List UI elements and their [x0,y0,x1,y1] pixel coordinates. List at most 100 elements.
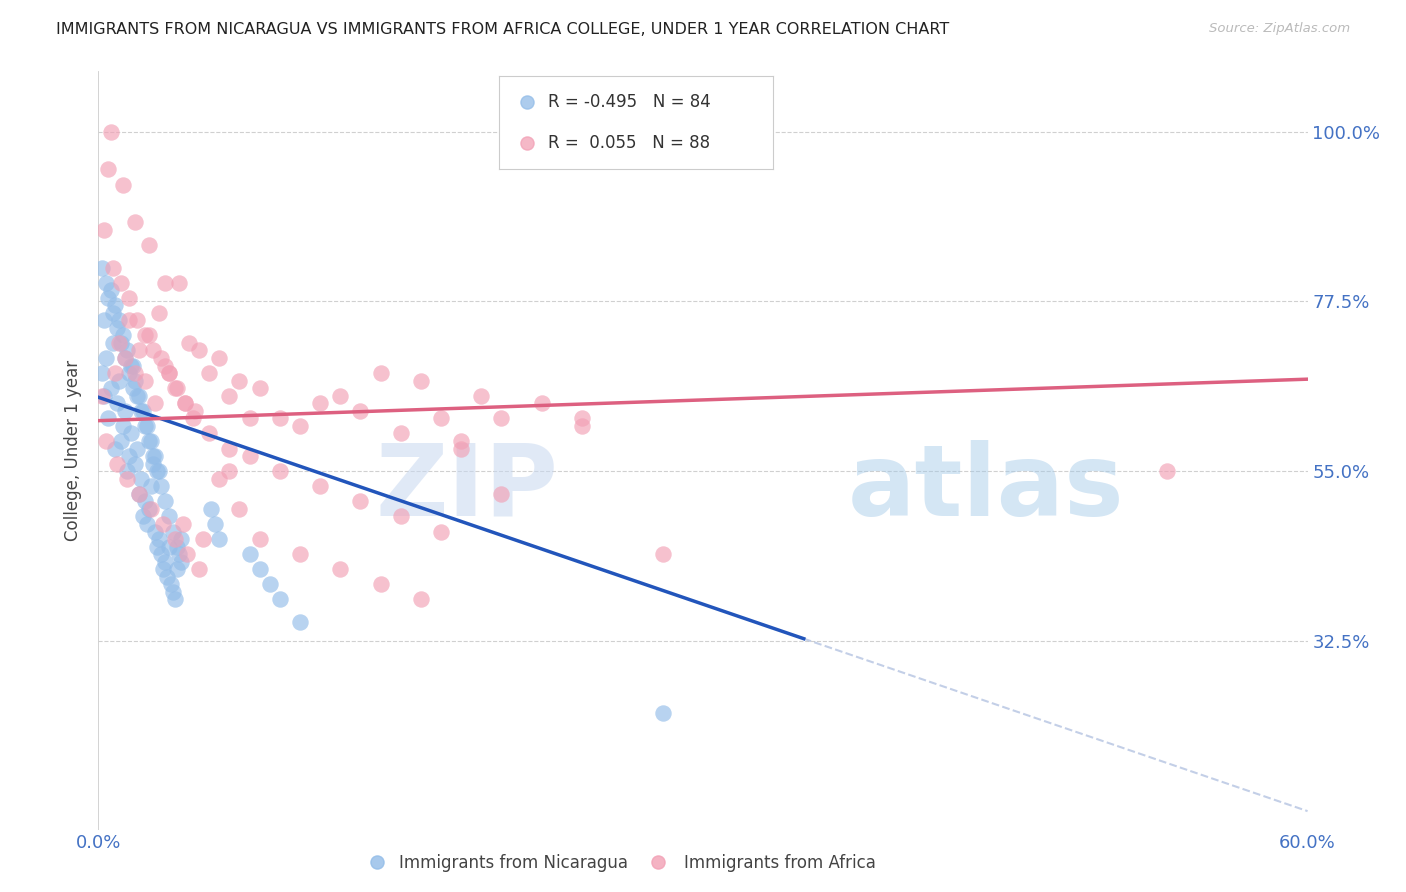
Point [179,335,201,350]
Text: atlas: atlas [848,440,1125,537]
Point [101,306,124,320]
Point [97,411,120,425]
Point [239,411,262,425]
Point [166,381,188,395]
Point [103,442,125,456]
Point [120,359,142,373]
Point [138,434,160,448]
Point [121,359,143,373]
Point [160,577,183,591]
Point [124,374,146,388]
Point [571,411,593,425]
Point [135,516,157,531]
Point [96,276,118,290]
Point [157,540,180,554]
Point [288,615,311,629]
Point [249,562,271,576]
Point [115,464,138,478]
Point [218,442,240,456]
Point [389,426,412,441]
Point [105,396,128,410]
Point [366,855,388,869]
Point [530,396,553,410]
Point [148,532,170,546]
Point [163,381,186,395]
Point [349,494,371,508]
Point [120,426,142,441]
Point [269,464,291,478]
Point [167,276,190,290]
Point [111,419,134,434]
Point [239,547,262,561]
Point [218,464,240,478]
Point [97,291,120,305]
Point [96,351,118,365]
Point [115,472,138,486]
Point [430,411,453,425]
Point [142,457,165,471]
Point [162,585,184,599]
Point [114,351,136,365]
Point [128,343,150,358]
Point [157,366,180,380]
Point [124,215,146,229]
Text: IMMIGRANTS FROM NICARAGUA VS IMMIGRANTS FROM AFRICA COLLEGE, UNDER 1 YEAR CORREL: IMMIGRANTS FROM NICARAGUA VS IMMIGRANTS … [56,22,949,37]
Point [135,419,157,434]
Point [111,178,134,192]
Point [647,855,669,869]
Point [100,381,122,395]
Point [114,351,136,365]
Point [93,313,115,327]
Point [309,396,332,410]
Point [200,502,222,516]
Point [134,494,156,508]
Point [329,562,352,576]
Text: R = -0.495   N = 84: R = -0.495 N = 84 [548,93,711,111]
Text: Source: ZipAtlas.com: Source: ZipAtlas.com [1209,22,1350,36]
Point [153,555,176,569]
Point [124,366,146,380]
Point [249,532,271,546]
Point [110,276,132,290]
Point [138,502,160,516]
Point [134,328,156,343]
Point [100,125,122,139]
Point [329,389,352,403]
Point [288,547,311,561]
Point [409,374,432,388]
Point [516,95,538,109]
Point [491,487,513,501]
Point [148,464,170,478]
Point [91,260,114,275]
Point [450,442,472,456]
Point [125,313,148,327]
Point [146,464,169,478]
Point [97,162,120,177]
Text: R =  0.055   N = 88: R = 0.055 N = 88 [548,135,710,153]
Y-axis label: College, Under 1 year: College, Under 1 year [65,359,83,541]
Point [143,396,166,410]
Point [166,562,188,576]
Point [124,457,146,471]
Point [156,570,179,584]
Point [93,389,115,403]
Point [148,306,170,320]
Point [389,509,412,524]
Point [139,434,162,448]
Point [125,389,148,403]
Point [139,502,162,516]
Point [491,411,513,425]
Point [470,389,492,403]
Point [146,540,169,554]
Point [152,562,174,576]
Point [208,472,231,486]
Point [370,577,392,591]
Point [370,366,392,380]
Point [103,366,125,380]
Text: Immigrants from Africa: Immigrants from Africa [685,855,876,872]
Point [142,343,165,358]
Point [430,524,453,539]
Point [110,335,132,350]
Point [153,359,176,373]
Point [170,532,193,546]
